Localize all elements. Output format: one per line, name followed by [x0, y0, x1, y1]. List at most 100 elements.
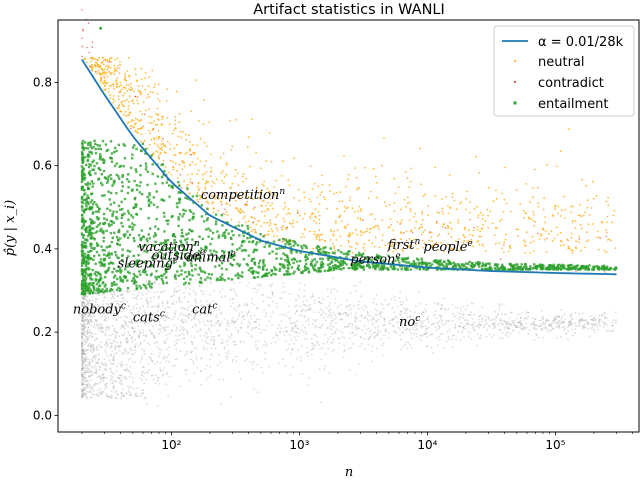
insignificant-point [424, 330, 427, 332]
entailment-point [242, 258, 246, 261]
neutral-point [313, 233, 316, 236]
insignificant-point [81, 359, 84, 362]
insignificant-point [294, 331, 297, 333]
insignificant-point [91, 350, 94, 352]
insignificant-point [332, 311, 334, 314]
entailment-point [133, 197, 136, 201]
insignificant-point [399, 310, 402, 313]
insignificant-point [422, 325, 424, 328]
neutral-point [503, 241, 506, 244]
insignificant-point [126, 352, 129, 355]
insignificant-point [152, 360, 154, 362]
neutral-point [525, 183, 527, 185]
neutral-point [175, 90, 178, 93]
insignificant-point [230, 332, 233, 335]
insignificant-point [488, 319, 491, 321]
insignificant-point [105, 326, 108, 329]
entailment-point [157, 227, 160, 231]
insignificant-point [81, 317, 83, 320]
insignificant-point [102, 331, 105, 333]
insignificant-point [164, 310, 167, 312]
insignificant-point [213, 344, 216, 346]
neutral-point [260, 225, 262, 228]
insignificant-point [185, 369, 188, 372]
neutral-point [301, 232, 304, 235]
insignificant-point [165, 316, 168, 318]
insignificant-point [81, 393, 84, 396]
insignificant-point [190, 358, 192, 361]
insignificant-point [466, 324, 469, 326]
insignificant-point [95, 348, 98, 351]
neutral-point [332, 234, 335, 237]
neutral-point [351, 207, 354, 210]
insignificant-point [122, 368, 125, 371]
neutral-point [209, 175, 212, 178]
insignificant-point [375, 294, 378, 296]
insignificant-point [552, 327, 554, 330]
entailment-point [115, 210, 118, 213]
insignificant-point [590, 328, 593, 331]
contradict-point [578, 238, 581, 240]
insignificant-point [101, 330, 103, 332]
insignificant-point [506, 326, 508, 329]
insignificant-point [94, 301, 97, 303]
insignificant-point [81, 312, 84, 315]
insignificant-point [84, 360, 86, 363]
insignificant-point [311, 323, 314, 325]
insignificant-point [81, 382, 84, 384]
insignificant-point [530, 323, 533, 326]
neutral-point [441, 210, 444, 213]
insignificant-point [552, 327, 555, 330]
insignificant-point [111, 293, 114, 296]
insignificant-point [193, 337, 196, 339]
neutral-point [577, 241, 580, 244]
insignificant-point [153, 335, 155, 338]
insignificant-point [232, 317, 235, 319]
neutral-point [239, 211, 242, 214]
insignificant-point [526, 311, 529, 314]
insignificant-point [93, 305, 96, 308]
entailment-point [614, 267, 618, 270]
neutral-point [406, 177, 409, 180]
insignificant-point [593, 331, 596, 333]
insignificant-point [517, 321, 520, 324]
insignificant-point [348, 303, 351, 306]
neutral-point [104, 58, 107, 61]
insignificant-point [250, 318, 253, 320]
insignificant-point [206, 336, 209, 338]
insignificant-point [119, 327, 122, 329]
entailment-point [204, 278, 207, 281]
insignificant-point [86, 332, 89, 334]
neutral-point [477, 214, 480, 216]
neutral-point [270, 223, 272, 225]
insignificant-point [81, 315, 84, 317]
insignificant-point [106, 395, 109, 397]
insignificant-point [85, 349, 87, 351]
insignificant-point [81, 320, 84, 322]
insignificant-point [106, 341, 108, 344]
insignificant-point [347, 325, 350, 328]
insignificant-point [82, 376, 85, 379]
insignificant-point [183, 319, 186, 321]
insignificant-point [119, 363, 122, 366]
insignificant-point [258, 318, 261, 321]
insignificant-point [88, 368, 91, 370]
insignificant-point [105, 364, 107, 367]
insignificant-point [229, 321, 232, 324]
insignificant-point [83, 386, 86, 389]
insignificant-point [81, 355, 83, 357]
neutral-point [125, 114, 128, 117]
insignificant-point [587, 322, 590, 325]
insignificant-point [351, 331, 354, 334]
insignificant-point [168, 360, 170, 363]
insignificant-point [377, 333, 379, 336]
insignificant-point [106, 338, 109, 341]
insignificant-point [92, 304, 95, 307]
insignificant-point [368, 337, 371, 339]
neutral-point [348, 245, 351, 248]
neutral-point [592, 180, 594, 183]
insignificant-point [489, 325, 491, 328]
insignificant-point [165, 360, 168, 362]
insignificant-point [119, 344, 122, 347]
insignificant-point [128, 391, 131, 394]
